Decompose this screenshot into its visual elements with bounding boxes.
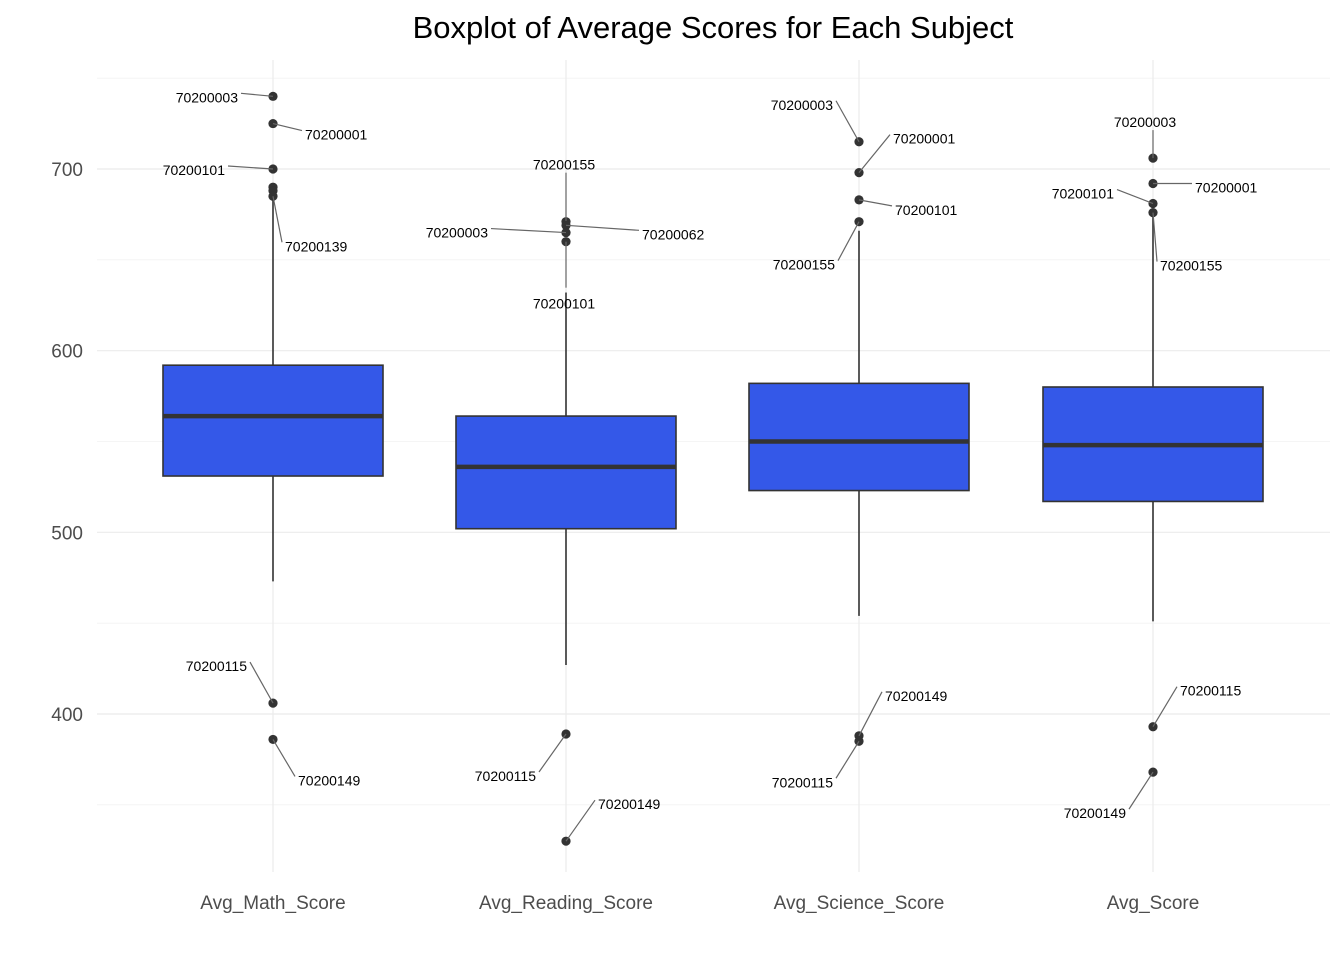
outlier-leader-line <box>240 92 274 97</box>
outlier-label: 70200115 <box>772 774 833 790</box>
outlier-label: 70200139 <box>285 238 348 254</box>
outlier-label: 70200149 <box>885 688 948 704</box>
outlier-leader-line <box>272 739 296 777</box>
outlier-leader-line <box>1152 212 1158 262</box>
outlier-leader-line <box>227 165 274 170</box>
outlier-leader-line <box>837 221 860 261</box>
outlier-label: 70200001 <box>1195 180 1258 196</box>
outlier-point <box>854 217 864 227</box>
box-iqr <box>162 364 384 477</box>
outlier-leader-line <box>490 227 567 234</box>
outlier-leader-line <box>835 100 860 143</box>
outlier-label: 70200149 <box>298 772 361 788</box>
outlier-label: 70200101 <box>895 202 958 218</box>
outlier-label: 70200001 <box>893 131 956 147</box>
outlier-leader-line <box>272 196 283 243</box>
outlier-label: 70200101 <box>1052 186 1115 202</box>
box-group: 70200003 70200001 70200101 70200139 70200115… <box>162 89 384 788</box>
outlier-leader-line <box>835 740 860 779</box>
outlier-label: 70200101 <box>533 296 596 312</box>
outlier-label: 70200003 <box>176 89 239 105</box>
y-axis: 400 500 600 700 <box>51 160 83 726</box>
outlier-label: 70200155 <box>1160 258 1223 274</box>
outlier-label: 70200001 <box>305 127 368 143</box>
y-tick-label: 600 <box>51 342 83 363</box>
y-tick-label: 400 <box>51 705 83 726</box>
outlier-label: 70200149 <box>1064 805 1127 821</box>
outlier-point <box>561 237 571 247</box>
box-group: 70200155 70200062 70200003 70200101 70200115… <box>426 157 705 846</box>
outlier-point <box>561 220 571 230</box>
outlier-label: 70200115 <box>475 768 536 784</box>
x-tick-label: Avg_Reading_Score <box>479 893 653 914</box>
outlier-leader-line <box>565 799 596 842</box>
outlier-leader-line <box>858 134 891 174</box>
outlier-label: 70200155 <box>773 257 836 273</box>
outlier-leader-line <box>1128 771 1154 810</box>
outlier-label: 70200115 <box>186 658 247 674</box>
outlier-label: 70200115 <box>1180 683 1241 699</box>
box-group: 70200003 70200001 70200101 70200155 70200115… <box>1042 114 1264 821</box>
x-axis: Avg_Math_Score Avg_Reading_Score Avg_Scien… <box>200 893 1199 914</box>
outlier-label: 70200003 <box>426 225 489 241</box>
outlier-point <box>561 836 571 846</box>
box-iqr <box>748 382 970 492</box>
boxes: 70200003 70200001 70200101 70200139 70200115… <box>162 89 1264 846</box>
outlier-label: 70200101 <box>163 162 226 178</box>
outlier-leader-line <box>272 123 303 132</box>
y-tick-label: 700 <box>51 160 83 181</box>
outlier-leader-line <box>249 661 274 704</box>
outlier-label: 70200003 <box>771 97 834 113</box>
outlier-label: 70200155 <box>533 157 596 173</box>
chart-title: Boxplot of Average Scores for Each Subje… <box>413 10 1014 45</box>
x-tick-label: Avg_Score <box>1107 893 1200 914</box>
box-iqr <box>455 415 677 530</box>
outlier-leader-line <box>565 224 640 231</box>
outlier-leader-line <box>538 733 567 773</box>
outlier-label: 70200062 <box>642 226 705 242</box>
y-tick-label: 500 <box>51 523 83 544</box>
outlier-leader-line <box>858 199 893 207</box>
outlier-leader-line <box>1116 188 1154 205</box>
outlier-label: 70200149 <box>598 796 661 812</box>
outlier-label: 70200003 <box>1114 114 1177 130</box>
x-tick-label: Avg_Math_Score <box>200 893 345 914</box>
outlier-leader-line <box>1152 686 1178 728</box>
box-group: 70200003 70200001 70200101 70200155 70200149… <box>748 97 970 790</box>
x-tick-label: Avg_Science_Score <box>774 893 945 914</box>
outlier-leader-line <box>858 691 883 737</box>
